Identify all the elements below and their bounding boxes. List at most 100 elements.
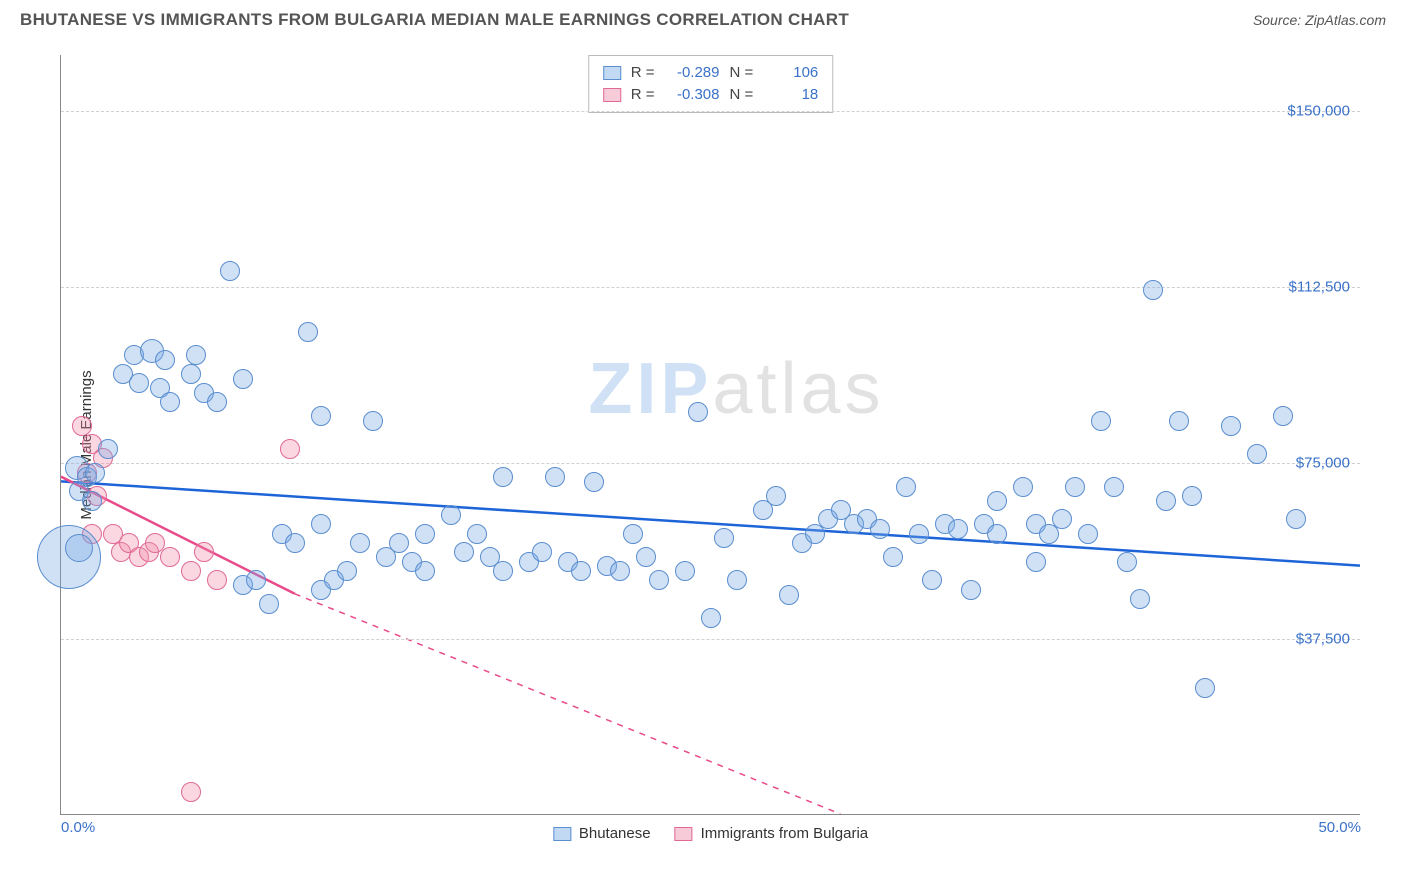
legend-label-pink: Immigrants from Bulgaria [701, 825, 869, 842]
source-attribution: Source: ZipAtlas.com [1253, 12, 1386, 28]
data-point [1286, 509, 1306, 529]
data-point [649, 570, 669, 590]
data-point [688, 402, 708, 422]
data-point [961, 580, 981, 600]
data-point [1013, 477, 1033, 497]
correlation-stats-box: R = -0.289 N = 106 R = -0.308 N = 18 [588, 55, 834, 113]
data-point [571, 561, 591, 581]
data-point [493, 467, 513, 487]
data-point [207, 570, 227, 590]
data-point [493, 561, 513, 581]
trend-lines [61, 55, 1360, 814]
data-point [311, 406, 331, 426]
n-value-blue: 106 [763, 62, 818, 84]
plot-area: ZIPatlas R = -0.289 N = 106 R = -0.308 N… [60, 55, 1360, 815]
data-point [415, 524, 435, 544]
source-prefix: Source: [1253, 12, 1305, 28]
x-tick-label: 0.0% [61, 819, 95, 836]
data-point [1091, 411, 1111, 431]
data-point [181, 782, 201, 802]
data-point [467, 524, 487, 544]
gridline [61, 287, 1360, 288]
data-point [415, 561, 435, 581]
r-value-pink: -0.308 [665, 84, 720, 106]
data-point [675, 561, 695, 581]
data-point [454, 542, 474, 562]
data-point [311, 514, 331, 534]
data-point [72, 416, 92, 436]
chart-header: BHUTANESE VS IMMIGRANTS FROM BULGARIA ME… [0, 0, 1406, 30]
data-point [584, 472, 604, 492]
data-point [1052, 509, 1072, 529]
x-tick-label: 50.0% [1318, 819, 1361, 836]
data-point [1247, 444, 1267, 464]
data-point [1156, 491, 1176, 511]
swatch-pink [603, 88, 621, 102]
legend-label-blue: Bhutanese [579, 825, 651, 842]
data-point [233, 369, 253, 389]
y-tick-label: $37,500 [1296, 631, 1350, 648]
data-point [1221, 416, 1241, 436]
data-point [870, 519, 890, 539]
legend-swatch-pink [675, 827, 693, 841]
data-point [623, 524, 643, 544]
data-point [220, 261, 240, 281]
data-point [85, 463, 105, 483]
data-point [298, 322, 318, 342]
data-point [65, 534, 93, 562]
n-value-pink: 18 [763, 84, 818, 106]
data-point [922, 570, 942, 590]
data-point [766, 486, 786, 506]
data-point [1117, 552, 1137, 572]
data-point [909, 524, 929, 544]
source-name: ZipAtlas.com [1305, 12, 1386, 28]
data-point [883, 547, 903, 567]
data-point [1143, 280, 1163, 300]
data-point [186, 345, 206, 365]
data-point [181, 561, 201, 581]
data-point [246, 570, 266, 590]
data-point [82, 491, 102, 511]
swatch-blue [603, 66, 621, 80]
data-point [285, 533, 305, 553]
stats-row-pink: R = -0.308 N = 18 [603, 84, 819, 106]
r-value-blue: -0.289 [665, 62, 720, 84]
data-point [160, 547, 180, 567]
y-tick-label: $112,500 [1289, 279, 1350, 296]
n-label: N = [730, 84, 754, 106]
legend: Bhutanese Immigrants from Bulgaria [553, 825, 868, 842]
data-point [280, 439, 300, 459]
data-point [1078, 524, 1098, 544]
r-label: R = [631, 62, 655, 84]
data-point [987, 524, 1007, 544]
data-point [1195, 678, 1215, 698]
gridline [61, 463, 1360, 464]
data-point [155, 350, 175, 370]
data-point [363, 411, 383, 431]
data-point [207, 392, 227, 412]
data-point [194, 542, 214, 562]
data-point [610, 561, 630, 581]
legend-item-blue: Bhutanese [553, 825, 651, 842]
data-point [896, 477, 916, 497]
chart-container: Median Male Earnings ZIPatlas R = -0.289… [50, 55, 1380, 835]
data-point [98, 439, 118, 459]
data-point [1182, 486, 1202, 506]
data-point [1169, 411, 1189, 431]
data-point [129, 373, 149, 393]
y-tick-label: $150,000 [1287, 103, 1350, 120]
chart-title: BHUTANESE VS IMMIGRANTS FROM BULGARIA ME… [20, 10, 849, 30]
data-point [181, 364, 201, 384]
data-point [1026, 552, 1046, 572]
data-point [1273, 406, 1293, 426]
data-point [987, 491, 1007, 511]
data-point [441, 505, 461, 525]
data-point [701, 608, 721, 628]
legend-item-pink: Immigrants from Bulgaria [675, 825, 869, 842]
data-point [337, 561, 357, 581]
watermark-atlas: atlas [712, 349, 884, 429]
r-label: R = [631, 84, 655, 106]
y-tick-label: $75,000 [1296, 455, 1350, 472]
data-point [1065, 477, 1085, 497]
n-label: N = [730, 62, 754, 84]
